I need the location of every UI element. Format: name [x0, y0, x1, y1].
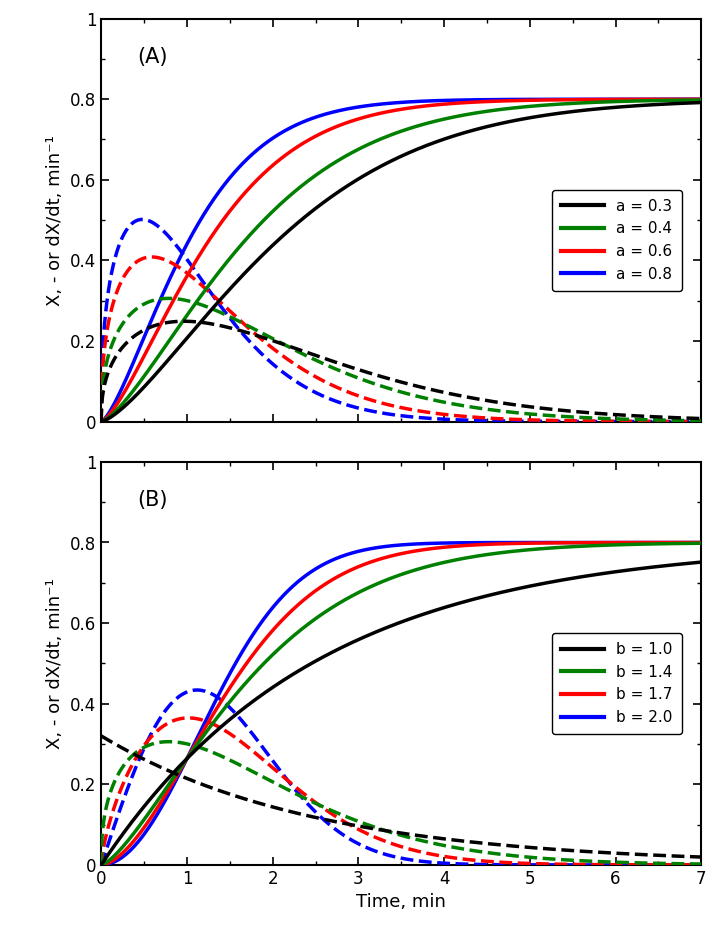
Text: (B): (B) — [137, 490, 168, 511]
Legend: b = 1.0, b = 1.4, b = 1.7, b = 2.0: b = 1.0, b = 1.4, b = 1.7, b = 2.0 — [552, 633, 682, 734]
X-axis label: Time, min: Time, min — [356, 894, 446, 911]
Text: (A): (A) — [137, 46, 168, 67]
Legend: a = 0.3, a = 0.4, a = 0.6, a = 0.8: a = 0.3, a = 0.4, a = 0.6, a = 0.8 — [552, 190, 682, 291]
Y-axis label: X, - or dX/dt, min⁻¹: X, - or dX/dt, min⁻¹ — [46, 578, 64, 749]
Y-axis label: X, - or dX/dt, min⁻¹: X, - or dX/dt, min⁻¹ — [46, 135, 64, 306]
